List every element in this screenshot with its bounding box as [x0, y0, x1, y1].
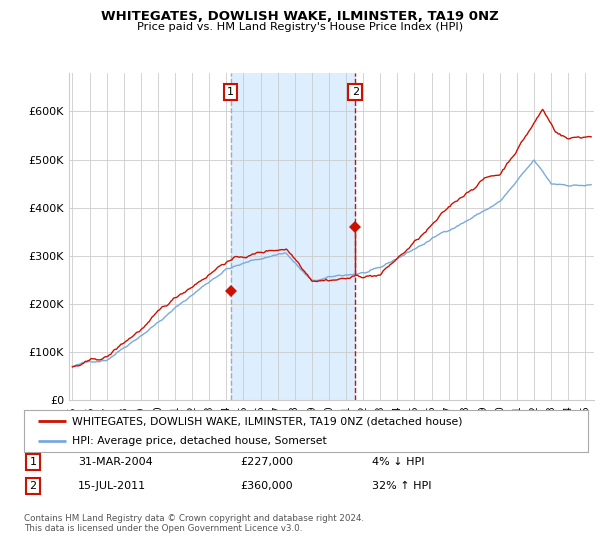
Text: WHITEGATES, DOWLISH WAKE, ILMINSTER, TA19 0NZ (detached house): WHITEGATES, DOWLISH WAKE, ILMINSTER, TA1…	[72, 417, 463, 426]
Bar	[230, 73, 355, 400]
Text: 31-MAR-2004: 31-MAR-2004	[78, 457, 153, 467]
Text: 2: 2	[29, 481, 37, 491]
Text: 4% ↓ HPI: 4% ↓ HPI	[372, 457, 425, 467]
Text: Contains HM Land Registry data © Crown copyright and database right 2024.
This d: Contains HM Land Registry data © Crown c…	[24, 514, 364, 534]
Text: WHITEGATES, DOWLISH WAKE, ILMINSTER, TA19 0NZ: WHITEGATES, DOWLISH WAKE, ILMINSTER, TA1…	[101, 10, 499, 23]
Text: 1: 1	[29, 457, 37, 467]
Text: HPI: Average price, detached house, Somerset: HPI: Average price, detached house, Some…	[72, 436, 326, 446]
Text: 32% ↑ HPI: 32% ↑ HPI	[372, 481, 431, 491]
Text: £227,000: £227,000	[240, 457, 293, 467]
Text: 2: 2	[352, 87, 359, 97]
Text: 15-JUL-2011: 15-JUL-2011	[78, 481, 146, 491]
Text: 1: 1	[227, 87, 234, 97]
Text: Price paid vs. HM Land Registry's House Price Index (HPI): Price paid vs. HM Land Registry's House …	[137, 22, 463, 32]
Text: £360,000: £360,000	[240, 481, 293, 491]
